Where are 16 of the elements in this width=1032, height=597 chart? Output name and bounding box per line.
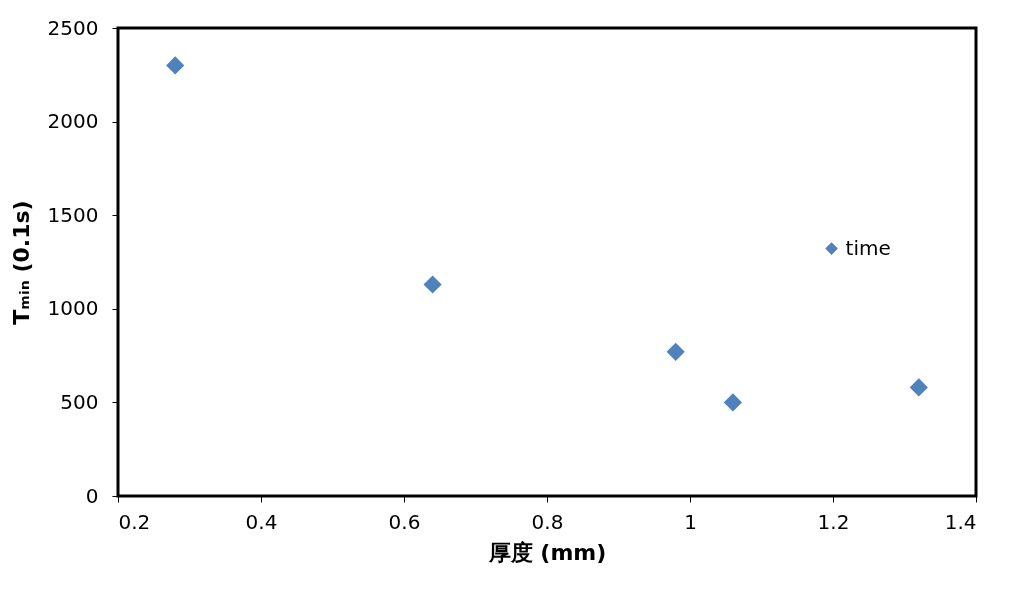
y-tick-label: 1000	[47, 296, 99, 321]
x-tick-label: 0.2	[118, 509, 151, 534]
x-tick-label: 0.8	[531, 509, 564, 534]
y-axis-title: Tₘᵢₙ (0.1s)	[8, 200, 34, 325]
x-tick-label: 1	[684, 509, 697, 534]
y-tick-label: 0	[85, 483, 99, 508]
x-tick-label: 0.6	[388, 509, 421, 534]
x-axis-title: 厚度 (mm)	[487, 539, 607, 565]
y-tick-label: 2000	[47, 109, 99, 134]
y-tick-label: 500	[60, 389, 99, 414]
x-tick-label: 1.4	[944, 509, 977, 534]
y-tick-label: 1500	[47, 202, 99, 227]
x-tick-label: 0.4	[245, 509, 278, 534]
y-tick-label: 2500	[47, 15, 99, 40]
x-tick-label: 1.2	[817, 509, 850, 534]
legend-label: time	[845, 235, 891, 260]
